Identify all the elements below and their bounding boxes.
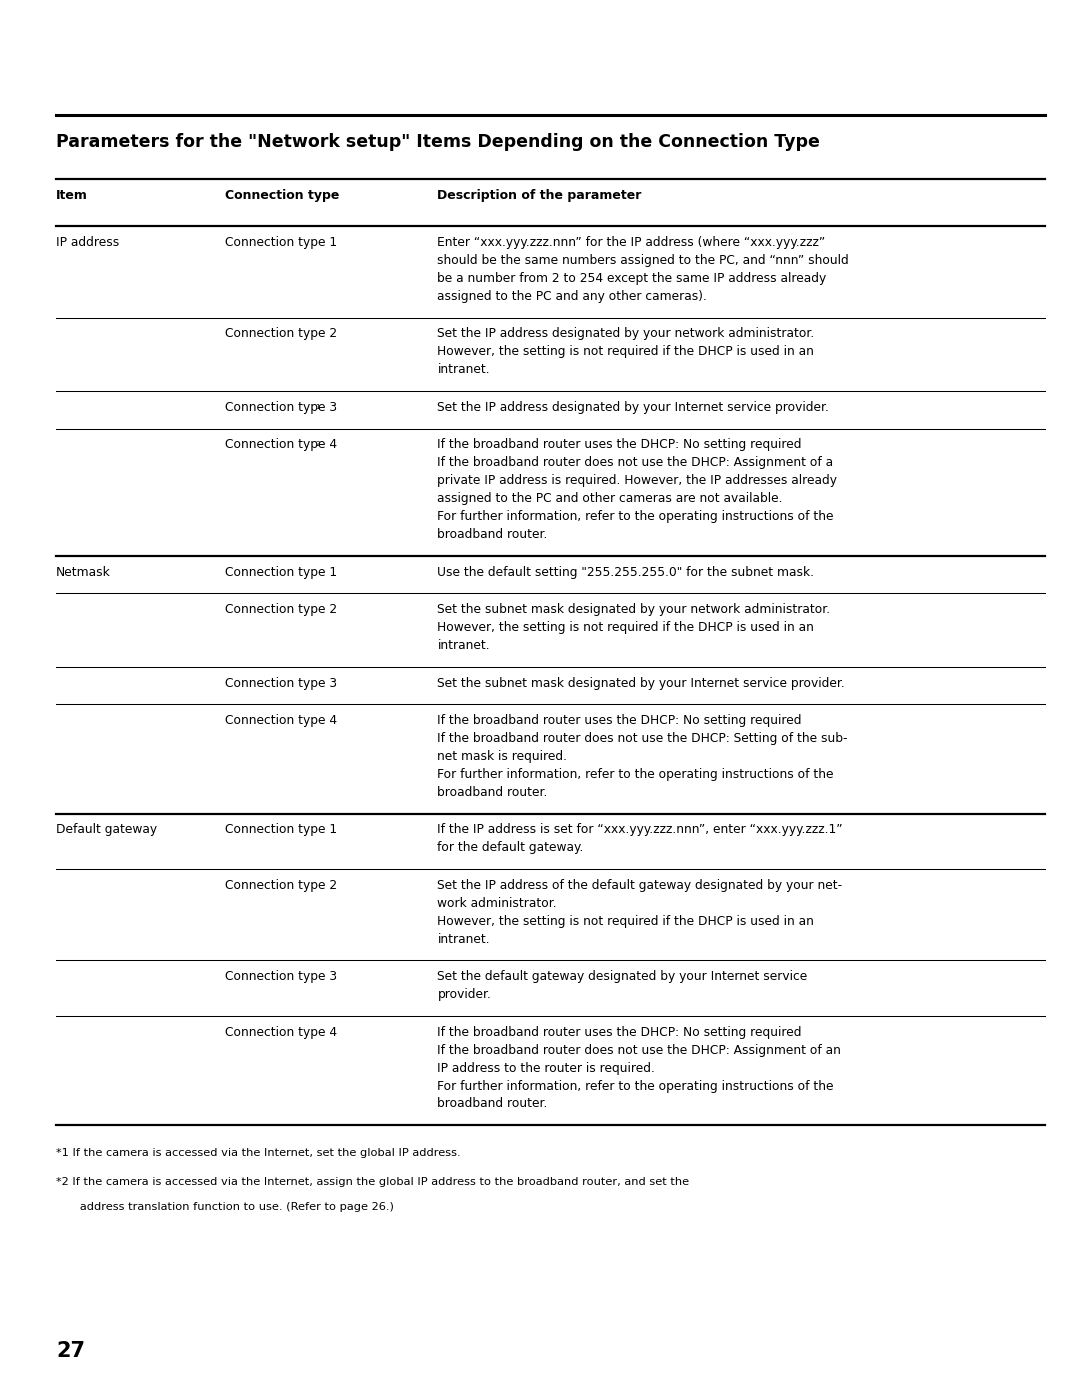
Text: Connection type 1: Connection type 1	[225, 236, 337, 249]
Text: If the broadband router uses the DHCP: No setting required: If the broadband router uses the DHCP: N…	[437, 714, 802, 726]
Text: If the broadband router does not use the DHCP: Assignment of an: If the broadband router does not use the…	[437, 1044, 841, 1056]
Text: should be the same numbers assigned to the PC, and “nnn” should: should be the same numbers assigned to t…	[437, 254, 849, 267]
Text: address translation function to use. (Refer to page 26.): address translation function to use. (Re…	[69, 1201, 394, 1213]
Text: Set the IP address of the default gateway designated by your net-: Set the IP address of the default gatewa…	[437, 879, 842, 891]
Text: However, the setting is not required if the DHCP is used in an: However, the setting is not required if …	[437, 345, 814, 359]
Text: be a number from 2 to 254 except the same IP address already: be a number from 2 to 254 except the sam…	[437, 272, 826, 285]
Text: assigned to the PC and other cameras are not available.: assigned to the PC and other cameras are…	[437, 492, 783, 506]
Text: Connection type 3: Connection type 3	[225, 401, 337, 414]
Text: net mask is required.: net mask is required.	[437, 750, 567, 763]
Text: Set the default gateway designated by your Internet service: Set the default gateway designated by yo…	[437, 971, 808, 983]
Text: intranet.: intranet.	[437, 363, 490, 376]
Text: 27: 27	[56, 1341, 85, 1361]
Text: work administrator.: work administrator.	[437, 897, 557, 909]
Text: for the default gateway.: for the default gateway.	[437, 841, 584, 855]
Text: broadband router.: broadband router.	[437, 787, 548, 799]
Text: For further information, refer to the operating instructions of the: For further information, refer to the op…	[437, 1080, 834, 1092]
Text: Connection type 4: Connection type 4	[225, 439, 337, 451]
Text: *1 If the camera is accessed via the Internet, set the global IP address.: *1 If the camera is accessed via the Int…	[56, 1147, 461, 1158]
Text: Connection type 3: Connection type 3	[225, 676, 337, 690]
Text: 1: 1	[315, 404, 321, 409]
Text: Connection type 1: Connection type 1	[225, 566, 337, 578]
Text: Connection type 4: Connection type 4	[225, 714, 337, 726]
Text: intranet.: intranet.	[437, 638, 490, 652]
Text: For further information, refer to the operating instructions of the: For further information, refer to the op…	[437, 768, 834, 781]
Text: If the broadband router does not use the DHCP: Assignment of a: If the broadband router does not use the…	[437, 457, 834, 469]
Text: Connection type 4: Connection type 4	[225, 1025, 337, 1039]
Text: For further information, refer to the operating instructions of the: For further information, refer to the op…	[437, 510, 834, 524]
Text: IP address: IP address	[56, 236, 120, 249]
Text: Set the subnet mask designated by your network administrator.: Set the subnet mask designated by your n…	[437, 604, 831, 616]
Text: Parameters for the "Network setup" Items Depending on the Connection Type: Parameters for the "Network setup" Items…	[56, 133, 820, 151]
Text: provider.: provider.	[437, 988, 491, 1002]
Text: Connection type: Connection type	[225, 189, 339, 201]
Text: Set the subnet mask designated by your Internet service provider.: Set the subnet mask designated by your I…	[437, 676, 846, 690]
Text: Set the IP address designated by your Internet service provider.: Set the IP address designated by your In…	[437, 401, 829, 414]
Text: 2: 2	[315, 441, 321, 447]
Text: Set the IP address designated by your network administrator.: Set the IP address designated by your ne…	[437, 327, 814, 341]
Text: Description of the parameter: Description of the parameter	[437, 189, 642, 201]
Text: If the IP address is set for “xxx.yyy.zzz.nnn”, enter “xxx.yyy.zzz.1”: If the IP address is set for “xxx.yyy.zz…	[437, 823, 843, 837]
Text: Connection type 3: Connection type 3	[225, 971, 337, 983]
Text: If the broadband router uses the DHCP: No setting required: If the broadband router uses the DHCP: N…	[437, 1025, 802, 1039]
Text: Item: Item	[56, 189, 89, 201]
Text: Use the default setting "255.255.255.0" for the subnet mask.: Use the default setting "255.255.255.0" …	[437, 566, 814, 578]
Text: broadband router.: broadband router.	[437, 1098, 548, 1111]
Text: Default gateway: Default gateway	[56, 823, 158, 837]
Text: However, the setting is not required if the DHCP is used in an: However, the setting is not required if …	[437, 622, 814, 634]
Text: Connection type 2: Connection type 2	[225, 327, 337, 341]
Text: Connection type 2: Connection type 2	[225, 879, 337, 891]
Text: broadband router.: broadband router.	[437, 528, 548, 541]
Text: Netmask: Netmask	[56, 566, 111, 578]
Text: *2 If the camera is accessed via the Internet, assign the global IP address to t: *2 If the camera is accessed via the Int…	[56, 1176, 689, 1187]
Text: private IP address is required. However, the IP addresses already: private IP address is required. However,…	[437, 475, 837, 488]
Text: IP address to the router is required.: IP address to the router is required.	[437, 1062, 656, 1074]
Text: intranet.: intranet.	[437, 933, 490, 946]
Text: If the broadband router does not use the DHCP: Setting of the sub-: If the broadband router does not use the…	[437, 732, 848, 745]
Text: Connection type 2: Connection type 2	[225, 604, 337, 616]
Text: Connection type 1: Connection type 1	[225, 823, 337, 837]
Text: If the broadband router uses the DHCP: No setting required: If the broadband router uses the DHCP: N…	[437, 439, 802, 451]
Text: However, the setting is not required if the DHCP is used in an: However, the setting is not required if …	[437, 915, 814, 928]
Text: Enter “xxx.yyy.zzz.nnn” for the IP address (where “xxx.yyy.zzz”: Enter “xxx.yyy.zzz.nnn” for the IP addre…	[437, 236, 825, 249]
Text: assigned to the PC and any other cameras).: assigned to the PC and any other cameras…	[437, 291, 707, 303]
